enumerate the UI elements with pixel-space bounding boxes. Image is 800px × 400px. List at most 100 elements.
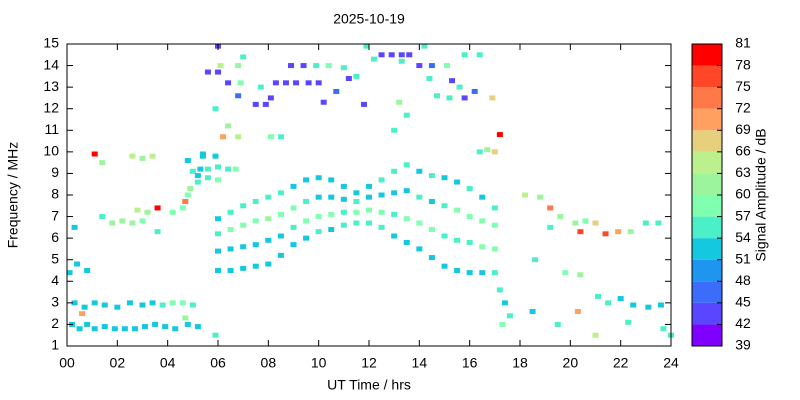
cell [293, 80, 300, 86]
y-tick-label: 12 [43, 99, 59, 115]
cell [267, 95, 274, 101]
cell [215, 248, 221, 254]
cell [353, 73, 360, 79]
colorbar-tick-label: 60 [735, 186, 751, 202]
cell [476, 52, 483, 58]
colorbar-tick-label: 78 [735, 56, 751, 72]
cell [476, 149, 483, 155]
cell [194, 173, 201, 179]
cell [204, 69, 211, 75]
cell [129, 153, 136, 159]
cell [184, 192, 191, 198]
y-tick-label: 15 [43, 35, 59, 51]
cell [129, 220, 136, 226]
cell [345, 76, 352, 82]
cell [154, 205, 161, 211]
cell [182, 315, 189, 321]
cell [99, 214, 106, 220]
colorbar-tick-label: 42 [735, 315, 751, 331]
cell [240, 203, 247, 209]
colorbar-band [692, 216, 722, 239]
cell [532, 257, 539, 263]
cell [225, 123, 232, 129]
y-tick-label: 4 [51, 272, 59, 288]
cell [139, 218, 146, 224]
cell [466, 239, 473, 245]
cell [340, 209, 347, 215]
cell [252, 263, 259, 269]
cell [461, 95, 468, 101]
cell [71, 224, 78, 230]
cell [315, 229, 322, 235]
cell [466, 270, 473, 276]
cell [557, 214, 564, 220]
cell [529, 308, 536, 314]
cell [398, 58, 405, 64]
cell [625, 319, 632, 325]
cell [466, 214, 473, 220]
cell [645, 304, 652, 310]
colorbar-band [692, 87, 722, 109]
x-tick-label: 04 [160, 355, 176, 371]
cell [139, 155, 146, 161]
y-tick-label: 5 [51, 250, 59, 266]
cell [126, 300, 133, 306]
cell [315, 194, 322, 200]
cell [240, 222, 247, 228]
colorbar-band [692, 108, 722, 131]
y-tick-label: 13 [43, 78, 59, 94]
cell [340, 183, 347, 189]
y-tick-label: 9 [51, 164, 59, 180]
cell [84, 321, 91, 327]
cell [554, 321, 561, 327]
cell [441, 203, 448, 209]
cell [328, 177, 335, 183]
cell [303, 177, 310, 183]
cell [139, 302, 146, 308]
y-tick-label: 2 [51, 315, 59, 331]
cell [265, 237, 272, 243]
cell [428, 198, 435, 204]
cell [172, 326, 179, 332]
cell [277, 252, 284, 258]
cell [403, 216, 410, 222]
cell [454, 179, 461, 185]
cell [491, 246, 498, 252]
x-tick-label: 14 [412, 355, 428, 371]
cell [240, 54, 247, 60]
cell [353, 198, 360, 204]
y-tick-label: 14 [43, 56, 59, 72]
cell [154, 229, 161, 235]
cell [328, 194, 335, 200]
cell [204, 166, 211, 172]
colorbar-tick-label: 81 [735, 35, 751, 51]
cell [491, 149, 498, 155]
cell [189, 168, 196, 174]
cell [303, 198, 310, 204]
cell [378, 52, 385, 58]
cell [363, 43, 370, 49]
colorbar-band [692, 173, 722, 195]
cell [441, 263, 448, 269]
colorbar-band [692, 302, 722, 325]
cell [99, 160, 106, 166]
cell [660, 326, 667, 332]
cell [328, 211, 335, 217]
cell [79, 311, 86, 317]
cell [630, 302, 637, 308]
cell [446, 95, 453, 101]
cell [403, 112, 410, 118]
colorbar-band [692, 65, 722, 88]
cell [212, 153, 219, 159]
y-tick-label: 11 [44, 121, 59, 137]
cell [300, 63, 307, 69]
cell [215, 231, 221, 237]
cell [313, 63, 320, 69]
cell [71, 300, 78, 306]
cell [449, 78, 456, 84]
colorbar-tick-label: 69 [735, 121, 751, 137]
cell [149, 153, 156, 159]
cell [444, 63, 451, 69]
x-tick-label: 18 [512, 355, 528, 371]
cell [169, 209, 176, 215]
